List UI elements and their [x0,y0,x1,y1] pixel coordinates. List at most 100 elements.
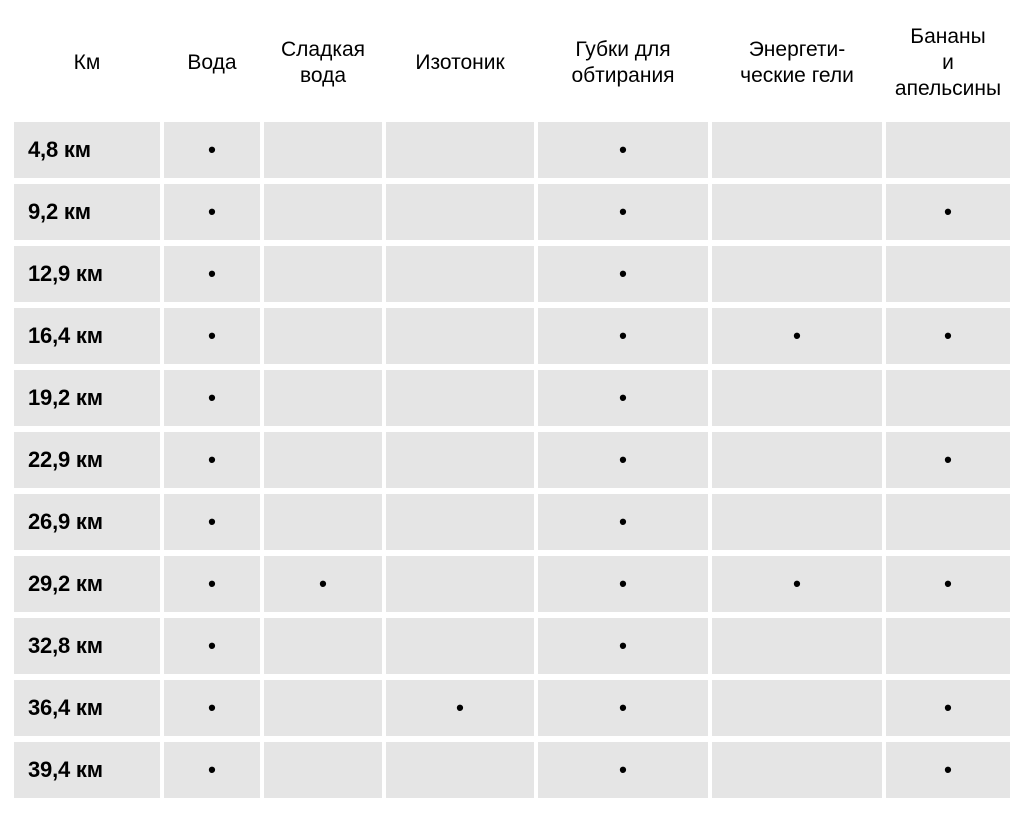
mark-cell [886,122,1010,178]
mark-cell [264,246,382,302]
dot-icon: • [619,201,627,223]
dot-icon: • [208,263,216,285]
col-header-gels: Энергети-ческие гели [712,37,882,90]
dot-icon: • [319,573,327,595]
mark-cell [886,618,1010,674]
table-row: 4,8 км • • [14,122,1010,178]
dot-icon: • [944,325,952,347]
km-cell: 26,9 км [14,494,160,550]
mark-cell: • [886,556,1010,612]
mark-cell [386,494,534,550]
mark-cell: • [164,122,260,178]
mark-cell [886,370,1010,426]
col-header-sweet: Сладкаявода [264,37,382,90]
dot-icon: • [208,573,216,595]
mark-cell [712,618,882,674]
dot-icon: • [619,759,627,781]
mark-cell [264,184,382,240]
dot-icon: • [208,201,216,223]
dot-icon: • [944,573,952,595]
km-cell: 22,9 км [14,432,160,488]
mark-cell: • [164,680,260,736]
mark-cell [386,432,534,488]
col-header-km: Км [14,50,160,76]
table-row: 12,9 км • • [14,246,1010,302]
mark-cell: • [712,556,882,612]
mark-cell [712,742,882,798]
dot-icon: • [619,387,627,409]
table-row: 19,2 км•• [14,370,1010,426]
mark-cell [264,308,382,364]
dot-icon: • [208,511,216,533]
dot-icon: • [456,697,464,719]
mark-cell [712,184,882,240]
mark-cell: • [712,308,882,364]
mark-cell [264,618,382,674]
dot-icon: • [208,325,216,347]
dot-icon: • [208,387,216,409]
mark-cell: • [538,122,708,178]
mark-cell [264,432,382,488]
aid-stations-table: Км Вода Сладкаявода Изотоник Губки дляоб… [0,0,1024,818]
mark-cell: • [164,370,260,426]
dot-icon: • [944,759,952,781]
km-cell: 4,8 км [14,122,160,178]
dot-icon: • [619,635,627,657]
col-header-water: Вода [164,50,260,76]
mark-cell [264,122,382,178]
col-header-sponges: Губки дляобтирания [538,37,708,90]
mark-cell: • [538,184,708,240]
mark-cell [712,432,882,488]
table-body: 4,8 км••9,2 км•••12,9 км••16,4 км••••19,… [14,122,1010,798]
mark-cell: • [538,246,708,302]
mark-cell [712,122,882,178]
dot-icon: • [208,139,216,161]
dot-icon: • [944,697,952,719]
mark-cell: • [538,494,708,550]
mark-cell: • [164,494,260,550]
table-row: 32,8 км•• [14,618,1010,674]
km-cell: 32,8 км [14,618,160,674]
mark-cell: • [538,432,708,488]
dot-icon: • [619,325,627,347]
mark-cell [386,370,534,426]
table-row: 39,4 км••• [14,742,1010,798]
dot-icon: • [619,511,627,533]
mark-cell: • [886,308,1010,364]
mark-cell [386,184,534,240]
dot-icon: • [619,139,627,161]
dot-icon: • [208,759,216,781]
mark-cell: • [386,680,534,736]
dot-icon: • [619,263,627,285]
mark-cell [386,556,534,612]
mark-cell [264,680,382,736]
mark-cell: • [164,618,260,674]
mark-cell [886,494,1010,550]
km-cell: 36,4 км [14,680,160,736]
table-row: 16,4 км•••• [14,308,1010,364]
mark-cell: • [886,184,1010,240]
dot-icon: • [619,573,627,595]
table-row: 26,9 км • • [14,494,1010,550]
mark-cell [264,742,382,798]
mark-cell: • [538,556,708,612]
dot-icon: • [944,201,952,223]
mark-cell: • [164,184,260,240]
km-cell: 12,9 км [14,246,160,302]
mark-cell: • [538,370,708,426]
dot-icon: • [793,325,801,347]
mark-cell: • [886,432,1010,488]
mark-cell [712,370,882,426]
mark-cell: • [264,556,382,612]
mark-cell: • [886,680,1010,736]
mark-cell: • [538,308,708,364]
table-row: 29,2 км••••• [14,556,1010,612]
dot-icon: • [208,449,216,471]
dot-icon: • [944,449,952,471]
col-header-isotonic: Изотоник [386,50,534,76]
mark-cell [712,494,882,550]
mark-cell [386,246,534,302]
table-row: 36,4 км•••• [14,680,1010,736]
col-header-fruit: Бананыиапельсины [886,24,1010,103]
mark-cell: • [164,308,260,364]
